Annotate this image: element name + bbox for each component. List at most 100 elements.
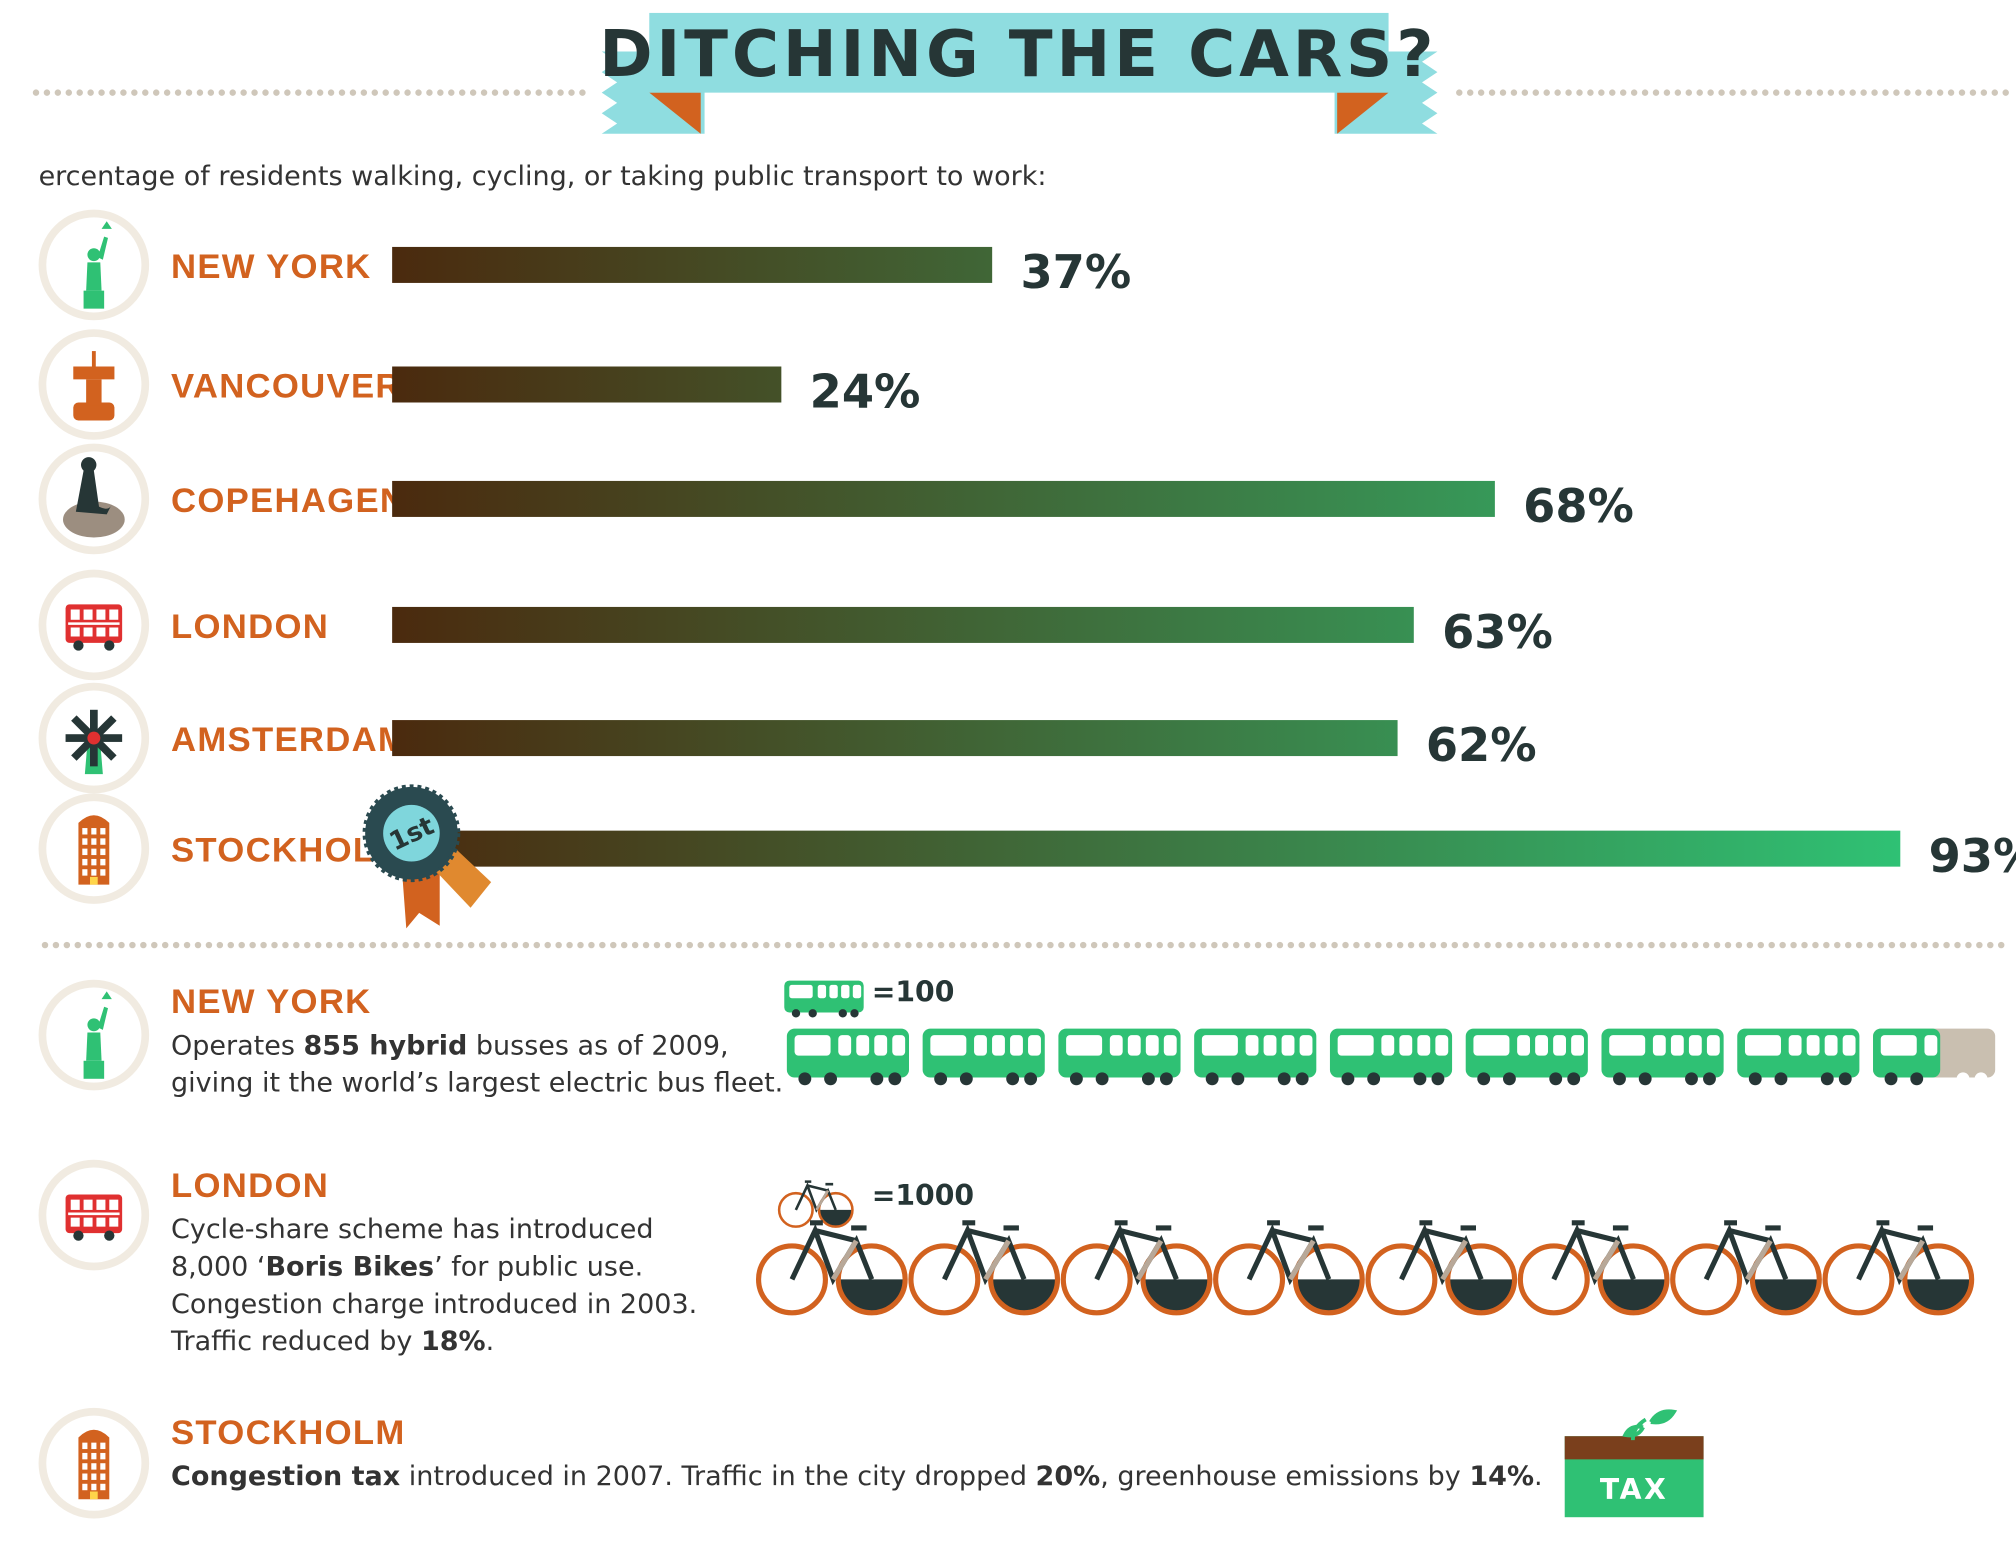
city-icon (65, 709, 123, 775)
icon-part (73, 1230, 84, 1241)
category-label: VANCOUVER (171, 367, 402, 405)
icon-part (91, 838, 97, 845)
icon-part (100, 1473, 106, 1480)
fact-city: LONDON (171, 1167, 329, 1205)
bike-wheel (1670, 1243, 1743, 1316)
bus-wheel (1638, 1072, 1652, 1086)
bus-window (1744, 1035, 1781, 1056)
bus-icon (1329, 1028, 1453, 1086)
bus-window (974, 1035, 987, 1056)
icon-part (97, 991, 112, 1030)
bike-wheel (1445, 1243, 1518, 1316)
bus-wheel (1613, 1072, 1626, 1086)
icon-part (70, 1217, 80, 1227)
bus-window (1281, 1035, 1295, 1056)
bus-window (841, 984, 850, 999)
bus-window (874, 1035, 888, 1056)
bike-wheel-fill (1904, 1279, 1972, 1313)
bus-wheel (1413, 1072, 1427, 1086)
bike-icon (1670, 1220, 1822, 1316)
bike-icon (777, 1180, 854, 1228)
bus-wheel (1910, 1072, 1924, 1086)
bus-wheel (850, 1009, 859, 1018)
bus-wheel (1685, 1072, 1698, 1086)
bar (392, 830, 1901, 867)
bar (392, 720, 1398, 757)
icon-part (82, 858, 88, 866)
bus-window (1010, 1035, 1023, 1056)
bus-window (852, 984, 862, 999)
icon-part (82, 1483, 88, 1491)
fact-line: giving it the world’s largest electric b… (171, 1068, 783, 1099)
bar (392, 246, 993, 283)
icon-part (91, 848, 97, 856)
bus-wheel (1277, 1072, 1291, 1086)
text-run: Traffic reduced by (170, 1326, 421, 1357)
bus-window (1652, 1035, 1666, 1056)
city-icon (65, 1194, 123, 1241)
bus-wheel (959, 1072, 973, 1086)
bar (392, 480, 1495, 517)
text-run: busses as of 2009, (467, 1030, 728, 1061)
bus-window (1263, 1035, 1277, 1056)
text-run: 855 hybrid (304, 1030, 468, 1061)
icon-part (82, 838, 88, 845)
bus-wheel (1703, 1072, 1716, 1086)
icon-part (87, 731, 101, 745)
bus-icon (1737, 1028, 1860, 1086)
pictogram-unit: =1000 (872, 1179, 974, 1212)
bus-icon (784, 980, 864, 1018)
text-run: Congestion charge introduced in 2003. (171, 1289, 697, 1320)
icon-part (87, 1018, 101, 1032)
bus-wheel (1141, 1072, 1155, 1086)
bus-window (829, 984, 838, 999)
icon-part (82, 1442, 88, 1450)
icon-part (82, 1473, 88, 1480)
icon-part (92, 737, 117, 761)
value-label: 62% (1426, 718, 1537, 772)
bike-wheel (1060, 1243, 1133, 1316)
bike-icon (1365, 1220, 1518, 1316)
text-run: Operates (171, 1030, 304, 1061)
value-label: 37% (1020, 245, 1131, 299)
bus-window (1553, 1035, 1566, 1056)
bus-icon (922, 1028, 1045, 1086)
bus-window (1201, 1035, 1238, 1056)
icon-part (65, 734, 92, 742)
bike-icon (908, 1220, 1061, 1316)
bike-wheel-fill (1143, 1279, 1210, 1313)
bar (392, 366, 782, 403)
bus-wheel (1431, 1072, 1445, 1086)
bus-wheel (888, 1072, 902, 1086)
bus-window (1473, 1035, 1510, 1056)
icon-part (109, 1217, 119, 1227)
bus-wheel (1956, 1072, 1970, 1086)
icon-part (109, 627, 119, 637)
value-label: 68% (1523, 479, 1634, 533)
bus-window (1806, 1035, 1820, 1056)
bus-window (992, 1035, 1005, 1056)
icon-part (100, 828, 106, 835)
bus-wheel (808, 1009, 817, 1018)
icon-part (104, 640, 115, 651)
bike-frame (1399, 1220, 1484, 1286)
icon-part (91, 1483, 97, 1491)
fact-line: Congestion charge introduced in 2003. (171, 1289, 697, 1320)
icon-part (83, 290, 105, 309)
icon-part (96, 609, 106, 620)
bus-wheel (798, 1072, 812, 1086)
icon-part (109, 609, 119, 620)
bike-icon (1517, 1220, 1670, 1316)
bike-frame (1551, 1220, 1636, 1286)
bus-window (838, 1035, 852, 1056)
city-icon (78, 815, 110, 885)
city-icon (78, 1429, 110, 1500)
fact-city: STOCKHOLM (171, 1414, 406, 1452)
bus-wheel (1748, 1072, 1762, 1086)
bus-wheel (838, 1009, 847, 1018)
icon-part (96, 1199, 106, 1210)
bus-wheel (1774, 1072, 1788, 1086)
icon-part (100, 1442, 106, 1450)
city-icon (83, 991, 112, 1079)
bus-wheel (1884, 1072, 1898, 1086)
